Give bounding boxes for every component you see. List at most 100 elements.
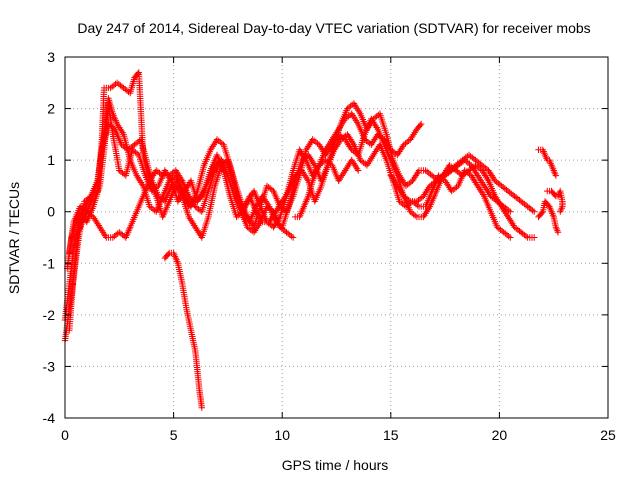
data-point (324, 159, 327, 161)
data-point (350, 149, 353, 151)
data-point (552, 216, 555, 218)
data-point (500, 205, 503, 208)
data-point (307, 154, 310, 156)
data-point (344, 169, 346, 172)
data-point (313, 164, 316, 167)
data-point (281, 200, 284, 203)
data-point (481, 164, 483, 167)
data-point (487, 169, 490, 172)
data-point (411, 179, 414, 182)
data-point (390, 159, 392, 161)
data-point (79, 205, 82, 208)
series-track-11 (535, 198, 562, 236)
data-point (526, 236, 529, 239)
data-point (429, 205, 431, 208)
data-point (409, 138, 412, 141)
data-point (168, 252, 171, 254)
data-point (114, 128, 116, 130)
data-point (494, 195, 496, 198)
data-point (420, 123, 423, 125)
data-point (227, 164, 229, 167)
data-point (246, 200, 249, 203)
data-point (164, 257, 166, 259)
data-point (188, 195, 190, 198)
data-point (196, 370, 199, 373)
data-point (455, 169, 457, 172)
data-point (357, 154, 360, 156)
data-point (209, 149, 212, 151)
data-point (559, 190, 562, 192)
data-point (111, 236, 114, 239)
data-point (240, 210, 242, 213)
data-point (489, 195, 492, 198)
data-point (216, 154, 218, 156)
data-point (298, 174, 301, 177)
data-point (461, 174, 464, 177)
data-point (507, 190, 509, 192)
data-point (496, 226, 499, 228)
data-point (188, 216, 190, 218)
data-point (502, 231, 505, 234)
data-point (550, 190, 553, 192)
data-point (148, 179, 151, 182)
data-point (396, 154, 399, 156)
y-tick-label: -3 (43, 358, 56, 374)
data-point (431, 174, 433, 177)
data-point (307, 195, 310, 198)
data-point (161, 174, 164, 177)
data-point (194, 200, 197, 203)
x-tick-label: 0 (61, 427, 69, 443)
data-point (359, 112, 362, 115)
data-point (416, 216, 418, 218)
data-point (111, 133, 114, 136)
data-point (77, 226, 79, 228)
data-point (266, 205, 268, 208)
y-tick-label: 3 (47, 49, 55, 65)
data-point (346, 133, 349, 136)
data-point (135, 174, 138, 177)
data-point (155, 169, 158, 172)
data-point (353, 143, 355, 146)
data-point (68, 329, 71, 332)
data-point (320, 185, 323, 187)
data-point (253, 190, 255, 192)
data-point (298, 216, 301, 218)
data-point (172, 252, 175, 254)
data-point (255, 210, 257, 213)
data-point (116, 123, 118, 125)
data-point (457, 185, 459, 187)
data-point (285, 195, 288, 198)
x-tick-label: 15 (383, 427, 399, 443)
data-point (161, 216, 164, 218)
data-point (220, 159, 223, 161)
data-point (111, 112, 114, 115)
data-point (561, 205, 564, 208)
data-point (122, 133, 125, 136)
data-point (544, 154, 546, 156)
data-point (174, 174, 177, 177)
data-point (118, 231, 121, 234)
data-point (398, 200, 401, 203)
data-point (298, 149, 301, 151)
data-point (357, 169, 360, 172)
data-point (207, 190, 210, 192)
data-point (174, 169, 177, 172)
series-track-8 (387, 151, 538, 215)
data-point (168, 179, 171, 182)
data-point (229, 195, 231, 198)
data-point (509, 210, 512, 213)
data-point (214, 164, 216, 167)
data-point (294, 216, 297, 218)
data-point (385, 133, 388, 136)
data-point (509, 236, 512, 239)
data-point (188, 205, 190, 208)
data-point (379, 112, 381, 115)
x-tick-label: 25 (600, 427, 616, 443)
y-tick-label: -1 (43, 255, 56, 271)
data-point (83, 205, 86, 208)
data-point (101, 138, 103, 141)
y-tick-label: 2 (47, 101, 55, 117)
data-point (476, 174, 479, 177)
series-track-6 (161, 249, 205, 411)
data-point (201, 210, 203, 213)
